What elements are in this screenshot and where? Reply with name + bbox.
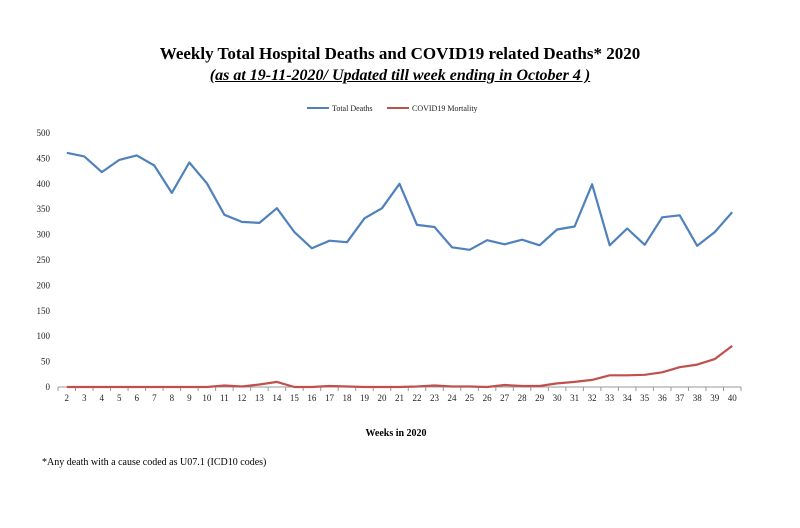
y-axis: 0 50 100 150 200 250 300 350 400 450 500	[37, 128, 51, 392]
x-tick-label: 34	[623, 393, 633, 403]
x-tick-label: 11	[220, 393, 229, 403]
x-tick-label: 17	[325, 393, 335, 403]
legend: Total Deaths COVID19 Mortality	[307, 104, 478, 113]
x-tick-label: 35	[640, 393, 650, 403]
y-tick-label: 200	[37, 280, 51, 290]
x-axis-label: Weeks in 2020	[365, 428, 426, 439]
x-tick-label: 5	[117, 393, 122, 403]
x-tick-label: 4	[100, 393, 105, 403]
x-tick-label: 37	[675, 393, 685, 403]
y-tick-label: 400	[37, 179, 51, 189]
x-tick-label: 36	[658, 393, 668, 403]
y-tick-label: 450	[37, 153, 51, 163]
x-tick-label: 2	[65, 393, 70, 403]
x-tick-label: 19	[360, 393, 370, 403]
chart-subtitle: (as at 19-11-2020/ Updated till week end…	[209, 67, 591, 84]
footnote: *Any death with a cause coded as U07.1 (…	[42, 457, 267, 468]
y-tick-label: 500	[37, 128, 51, 138]
x-tick-label: 12	[237, 393, 246, 403]
legend-label: Total Deaths	[332, 104, 373, 113]
x-tick-label: 22	[413, 393, 422, 403]
x-tick-label: 3	[82, 393, 87, 403]
x-tick-label: 29	[535, 393, 545, 403]
legend-label: COVID19 Mortality	[412, 104, 478, 113]
x-tick-label: 28	[518, 393, 528, 403]
x-tick-label: 27	[500, 393, 510, 403]
x-tick-label: 23	[430, 393, 440, 403]
x-tick-label: 25	[465, 393, 475, 403]
y-tick-label: 250	[37, 255, 51, 265]
x-tick-label: 38	[693, 393, 703, 403]
y-tick-label: 150	[37, 306, 51, 316]
x-axis: 2 3 4 5 6 7 8 9 10 11 12 13 14 15 16 17 18 19 20 21 22 23 24 25…	[57, 386, 742, 403]
x-tick-label: 18	[342, 393, 352, 403]
chart-title: Weekly Total Hospital Deaths and COVID19…	[159, 44, 641, 63]
x-tick-label: 40	[728, 393, 738, 403]
x-tick-label: 14	[272, 393, 282, 403]
x-tick-label: 7	[152, 393, 157, 403]
y-tick-label: 100	[37, 331, 51, 341]
x-tick-label: 16	[307, 393, 317, 403]
x-tick-label: 10	[202, 393, 212, 403]
x-tick-label: 13	[255, 393, 265, 403]
series-line-total-deaths	[66, 151, 734, 251]
x-tick-label: 20	[377, 393, 387, 403]
x-tick-label: 21	[395, 393, 404, 403]
x-tick-label: 26	[483, 393, 493, 403]
x-tick-label: 31	[570, 393, 579, 403]
y-tick-label: 350	[37, 204, 51, 214]
x-tick-label: 33	[605, 393, 615, 403]
series-group	[66, 151, 734, 389]
x-tick-label: 32	[588, 393, 597, 403]
x-tick-label: 15	[290, 393, 300, 403]
x-tick-label: 39	[710, 393, 720, 403]
y-tick-label: 50	[41, 357, 51, 367]
x-tick-label: 24	[448, 393, 458, 403]
x-tick-label: 30	[553, 393, 563, 403]
x-tick-label: 9	[187, 393, 192, 403]
series-line-covid19-mortality	[66, 345, 733, 389]
y-tick-label: 0	[46, 382, 51, 392]
y-tick-label: 300	[37, 230, 51, 240]
x-tick-label: 6	[135, 393, 140, 403]
x-tick-label: 8	[170, 393, 175, 403]
